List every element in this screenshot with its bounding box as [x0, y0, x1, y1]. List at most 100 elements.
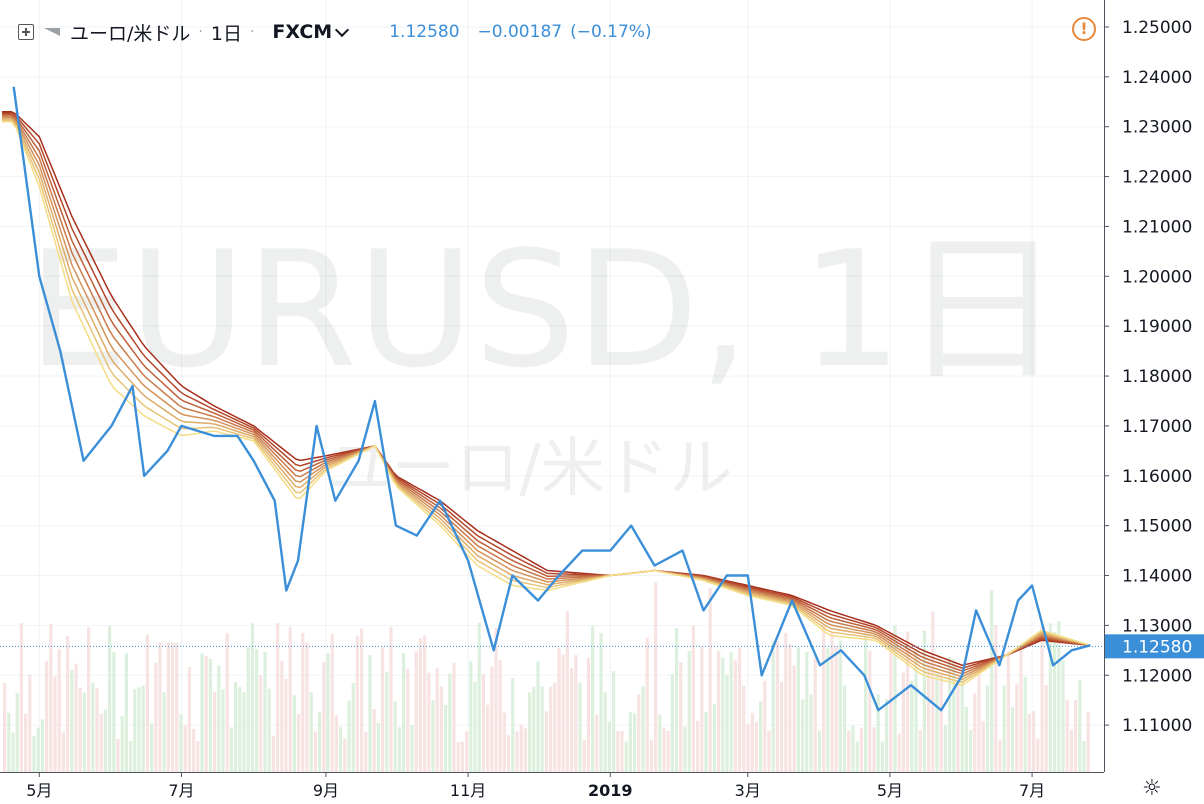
volume-bar: [519, 724, 523, 772]
gear-icon[interactable]: ☼: [1142, 776, 1162, 801]
volume-bar: [66, 635, 70, 772]
volume-bar: [150, 723, 154, 772]
volume-bar: [284, 678, 288, 772]
volume-bar: [830, 631, 834, 772]
symbol-name[interactable]: ユーロ/米ドル: [70, 22, 191, 45]
volume-bar: [78, 687, 82, 772]
volume-bar: [817, 730, 821, 772]
time-tick-label: 2019: [588, 781, 633, 800]
time-tick-label: 7月: [1019, 781, 1045, 800]
moving-average-line: [2, 115, 1089, 675]
volume-bar: [431, 700, 435, 772]
time-tick-label: 5月: [877, 781, 903, 800]
time-axis[interactable]: [0, 772, 1104, 804]
volume-bar: [725, 674, 729, 772]
volume-bar: [696, 720, 700, 772]
volume-bar: [1044, 684, 1048, 772]
volume-bar: [246, 647, 250, 772]
volume-bar: [192, 728, 196, 772]
price-tick-label: 1.20000: [1122, 267, 1192, 287]
volume-bar: [502, 712, 506, 772]
volume-bar: [1053, 632, 1057, 772]
volume-bar: [616, 731, 620, 772]
volume-bar: [784, 632, 788, 772]
volume-bar: [721, 657, 725, 772]
volume-bar: [456, 741, 460, 772]
price-tick-label: 1.23000: [1122, 118, 1192, 138]
volume-bar: [418, 638, 422, 772]
volume-bar: [654, 582, 658, 772]
volume-bars: [3, 582, 1090, 772]
volume-bar: [183, 725, 187, 772]
volume-bar: [326, 653, 330, 772]
volume-bar: [61, 732, 65, 772]
volume-bar: [540, 686, 544, 772]
volume-bar: [116, 739, 120, 772]
volume-bar: [935, 672, 939, 772]
volume-bar: [145, 634, 149, 772]
price-tick-label: 1.19000: [1122, 317, 1192, 337]
price-tick-label: 1.25000: [1122, 18, 1192, 38]
price-line[interactable]: [12, 86, 1091, 712]
price-tick-label: 1.11000: [1122, 716, 1192, 736]
volume-bar: [998, 740, 1002, 772]
volume-bar: [82, 692, 86, 772]
volume-bar: [263, 651, 267, 772]
volume-bar: [343, 738, 347, 772]
volume-bar: [771, 640, 775, 772]
price-tick-label: 1.16000: [1122, 467, 1192, 487]
volume-bar: [553, 682, 557, 772]
volume-bar: [1023, 676, 1027, 772]
volume-bar: [796, 647, 800, 772]
volume-bar: [444, 704, 448, 772]
plot-background[interactable]: [0, 0, 1104, 772]
volume-bar: [595, 714, 599, 772]
volume-bar: [124, 653, 128, 772]
volume-bar: [570, 667, 574, 772]
volume-bar: [990, 590, 994, 772]
volume-bar: [477, 622, 481, 772]
volume-bar: [931, 611, 935, 772]
volume-bar: [666, 730, 670, 772]
volume-bar: [943, 725, 947, 772]
volume-bar: [469, 661, 473, 772]
moving-average-ribbon: [2, 110, 1089, 687]
volume-bar: [717, 650, 721, 772]
volume-bar: [826, 647, 830, 772]
chevron-down-icon[interactable]: [335, 22, 350, 37]
price-axis[interactable]: [1104, 0, 1204, 804]
volume-bar: [221, 689, 225, 772]
volume-bar: [847, 730, 851, 772]
volume-bar: [1011, 707, 1015, 772]
volume-bar: [607, 721, 611, 772]
last-price-label: 1.12580: [1122, 637, 1192, 657]
flag-icon[interactable]: [44, 28, 60, 36]
volume-bar: [208, 658, 212, 772]
volume-bar: [628, 712, 632, 772]
volume-bar: [91, 682, 95, 772]
volume-bar: [393, 701, 397, 772]
volume-bar: [528, 692, 532, 772]
expand-icon[interactable]: [18, 24, 34, 40]
volume-bar: [158, 642, 162, 772]
volume-bar: [70, 669, 74, 772]
volume-bar: [922, 630, 926, 772]
volume-bar: [137, 687, 141, 772]
volume-bar: [402, 652, 406, 772]
volume-bar: [969, 730, 973, 772]
interval-label[interactable]: 1日: [210, 22, 242, 45]
time-tick-label: 3月: [735, 781, 761, 800]
volume-bar: [364, 731, 368, 772]
price-tick-label: 1.13000: [1122, 616, 1192, 636]
volume-bar: [864, 633, 868, 772]
volume-bar: [129, 741, 133, 772]
price-tick-label: 1.17000: [1122, 417, 1192, 437]
source-label[interactable]: FXCM: [272, 21, 333, 43]
volume-bar: [1078, 680, 1082, 772]
volume-bar: [801, 699, 805, 772]
alert-icon[interactable]: !: [1072, 17, 1096, 41]
volume-bar: [927, 660, 931, 772]
volume-bar: [452, 662, 456, 772]
